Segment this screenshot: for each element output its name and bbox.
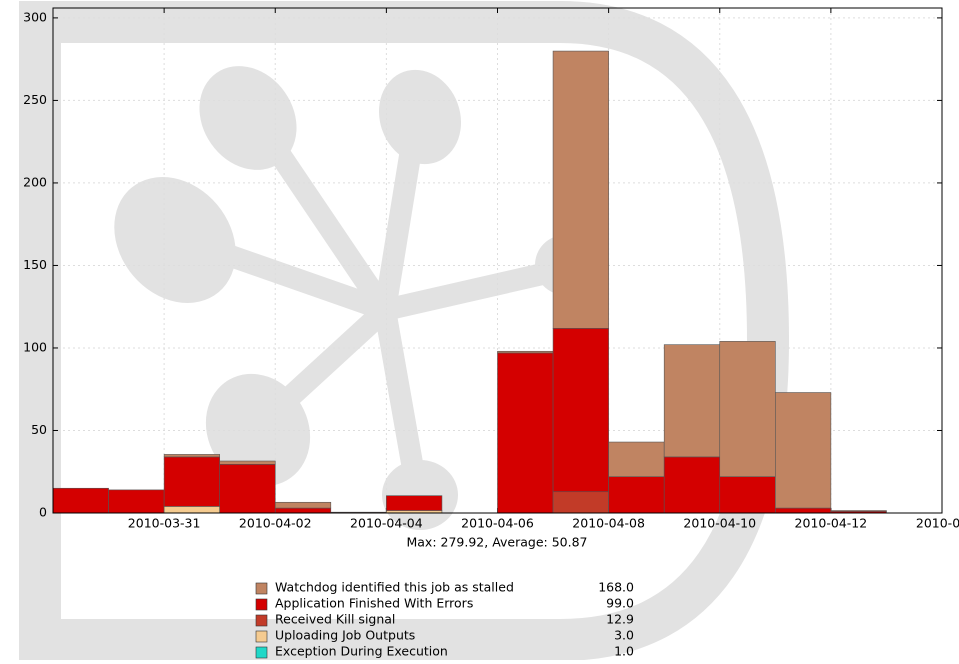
bar-segment xyxy=(52,487,109,514)
x-tick-label: 2010-04-06 xyxy=(461,516,534,531)
x-tick-label: 2010-04-08 xyxy=(572,516,645,531)
legend: Watchdog identified this job as stalled 1… xyxy=(255,580,634,659)
bar-segment xyxy=(552,491,609,514)
x-tick-label: 2010-04-04 xyxy=(350,516,423,531)
x-tick-label: 2010-04-10 xyxy=(683,516,756,531)
bar-segment xyxy=(386,495,443,511)
bar-segment xyxy=(608,476,665,514)
legend-value: 12.9 xyxy=(606,612,634,627)
bar-segment xyxy=(163,454,220,458)
x-tick-label: 2010-04-02 xyxy=(239,516,312,531)
y-tick-label: 0 xyxy=(39,505,47,520)
y-tick-label: 50 xyxy=(31,422,47,437)
legend-label: Watchdog identified this job as stalled xyxy=(275,580,514,595)
bar-segment xyxy=(219,464,276,514)
bar-segment xyxy=(108,489,165,514)
legend-value: 3.0 xyxy=(614,628,634,643)
legend-swatch xyxy=(255,630,268,643)
legend-label: Application Finished With Errors xyxy=(275,596,473,611)
watermark-spokes xyxy=(181,118,563,482)
bar-segment xyxy=(497,352,554,514)
bar-segment xyxy=(719,476,776,514)
bar-segment xyxy=(552,50,609,329)
legend-swatch xyxy=(255,614,268,627)
y-tick-label: 100 xyxy=(23,339,47,354)
bar-segment xyxy=(830,510,887,512)
y-tick-label: 150 xyxy=(23,257,47,272)
plot-frame xyxy=(52,7,943,514)
bar-segment xyxy=(775,507,832,514)
legend-label: Received Kill signal xyxy=(275,612,395,627)
bar-segment xyxy=(608,441,665,477)
bar-segment xyxy=(663,456,721,514)
bar-segment xyxy=(663,344,721,458)
legend-swatch xyxy=(255,598,268,611)
x-tick-label: 2010-04-12 xyxy=(795,516,868,531)
watermark xyxy=(19,0,790,661)
y-tick-label: 250 xyxy=(23,92,47,107)
bar-segment xyxy=(775,392,832,509)
bar-segment xyxy=(219,460,276,465)
bar-segment xyxy=(274,507,332,514)
y-tick-label: 200 xyxy=(23,174,47,189)
subtitle: Max: 279.92, Average: 50.87 xyxy=(406,535,587,550)
legend-label: Uploading Job Outputs xyxy=(275,628,415,643)
bar-segment xyxy=(719,341,776,477)
legend-value: 168.0 xyxy=(598,580,634,595)
legend-value: 99.0 xyxy=(606,596,634,611)
bar-segment xyxy=(163,456,220,507)
x-tick-label: 2010-04 xyxy=(916,516,959,531)
bar-segment xyxy=(497,350,554,354)
bar-segment xyxy=(274,501,332,509)
legend-label: Exception During Execution xyxy=(275,644,448,659)
legend-value: 1.0 xyxy=(614,644,634,659)
x-tick-label: 2010-03-31 xyxy=(128,516,201,531)
bar-segment xyxy=(163,506,220,514)
bar-segment xyxy=(552,328,609,493)
legend-swatch xyxy=(255,646,268,659)
watermark-d xyxy=(19,0,790,661)
y-tick-label: 300 xyxy=(23,9,47,24)
legend-swatch xyxy=(255,582,268,595)
